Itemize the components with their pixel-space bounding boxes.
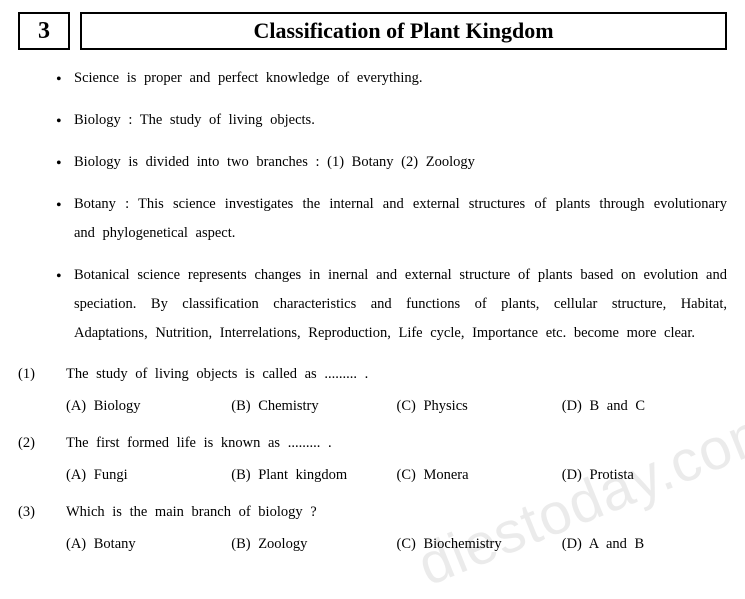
questions-section: (1) The study of living objects is calle…: [18, 361, 727, 558]
question-item: (1) The study of living objects is calle…: [18, 361, 727, 420]
option-a: (A) Biology: [66, 393, 231, 421]
question-text: The study of living objects is called as…: [66, 361, 727, 389]
option-d: (D) Protista: [562, 462, 727, 490]
question-number: (2): [18, 430, 35, 458]
bullet-item: Biology : The study of living objects.: [56, 106, 727, 135]
option-a: (A) Botany: [66, 531, 231, 559]
question-options: (A) Biology (B) Chemistry (C) Physics (D…: [66, 393, 727, 421]
question-text: Which is the main branch of biology ?: [66, 499, 727, 527]
question-item: (3) Which is the main branch of biology …: [18, 499, 727, 558]
bullet-list: Science is proper and perfect knowledge …: [18, 64, 727, 348]
chapter-number-box: 3: [18, 12, 70, 50]
bullet-item: Science is proper and perfect knowledge …: [56, 64, 727, 93]
bullet-item: Botanical science represents changes in …: [56, 261, 727, 348]
option-c: (C) Monera: [397, 462, 562, 490]
question-number: (3): [18, 499, 35, 527]
question-number: (1): [18, 361, 35, 389]
option-b: (B) Chemistry: [231, 393, 396, 421]
document-content: 3 Classification of Plant Kingdom Scienc…: [18, 12, 727, 558]
question-text: The first formed life is known as ......…: [66, 430, 727, 458]
question-item: (2) The first formed life is known as ..…: [18, 430, 727, 489]
question-options: (A) Fungi (B) Plant kingdom (C) Monera (…: [66, 462, 727, 490]
chapter-title-box: Classification of Plant Kingdom: [80, 12, 727, 50]
bullet-item: Botany : This science investigates the i…: [56, 190, 727, 248]
option-c: (C) Biochemistry: [397, 531, 562, 559]
bullet-item: Biology is divided into two branches : (…: [56, 148, 727, 177]
header-row: 3 Classification of Plant Kingdom: [18, 12, 727, 50]
option-d: (D) B and C: [562, 393, 727, 421]
option-b: (B) Zoology: [231, 531, 396, 559]
option-b: (B) Plant kingdom: [231, 462, 396, 490]
option-c: (C) Physics: [397, 393, 562, 421]
option-d: (D) A and B: [562, 531, 727, 559]
option-a: (A) Fungi: [66, 462, 231, 490]
question-options: (A) Botany (B) Zoology (C) Biochemistry …: [66, 531, 727, 559]
